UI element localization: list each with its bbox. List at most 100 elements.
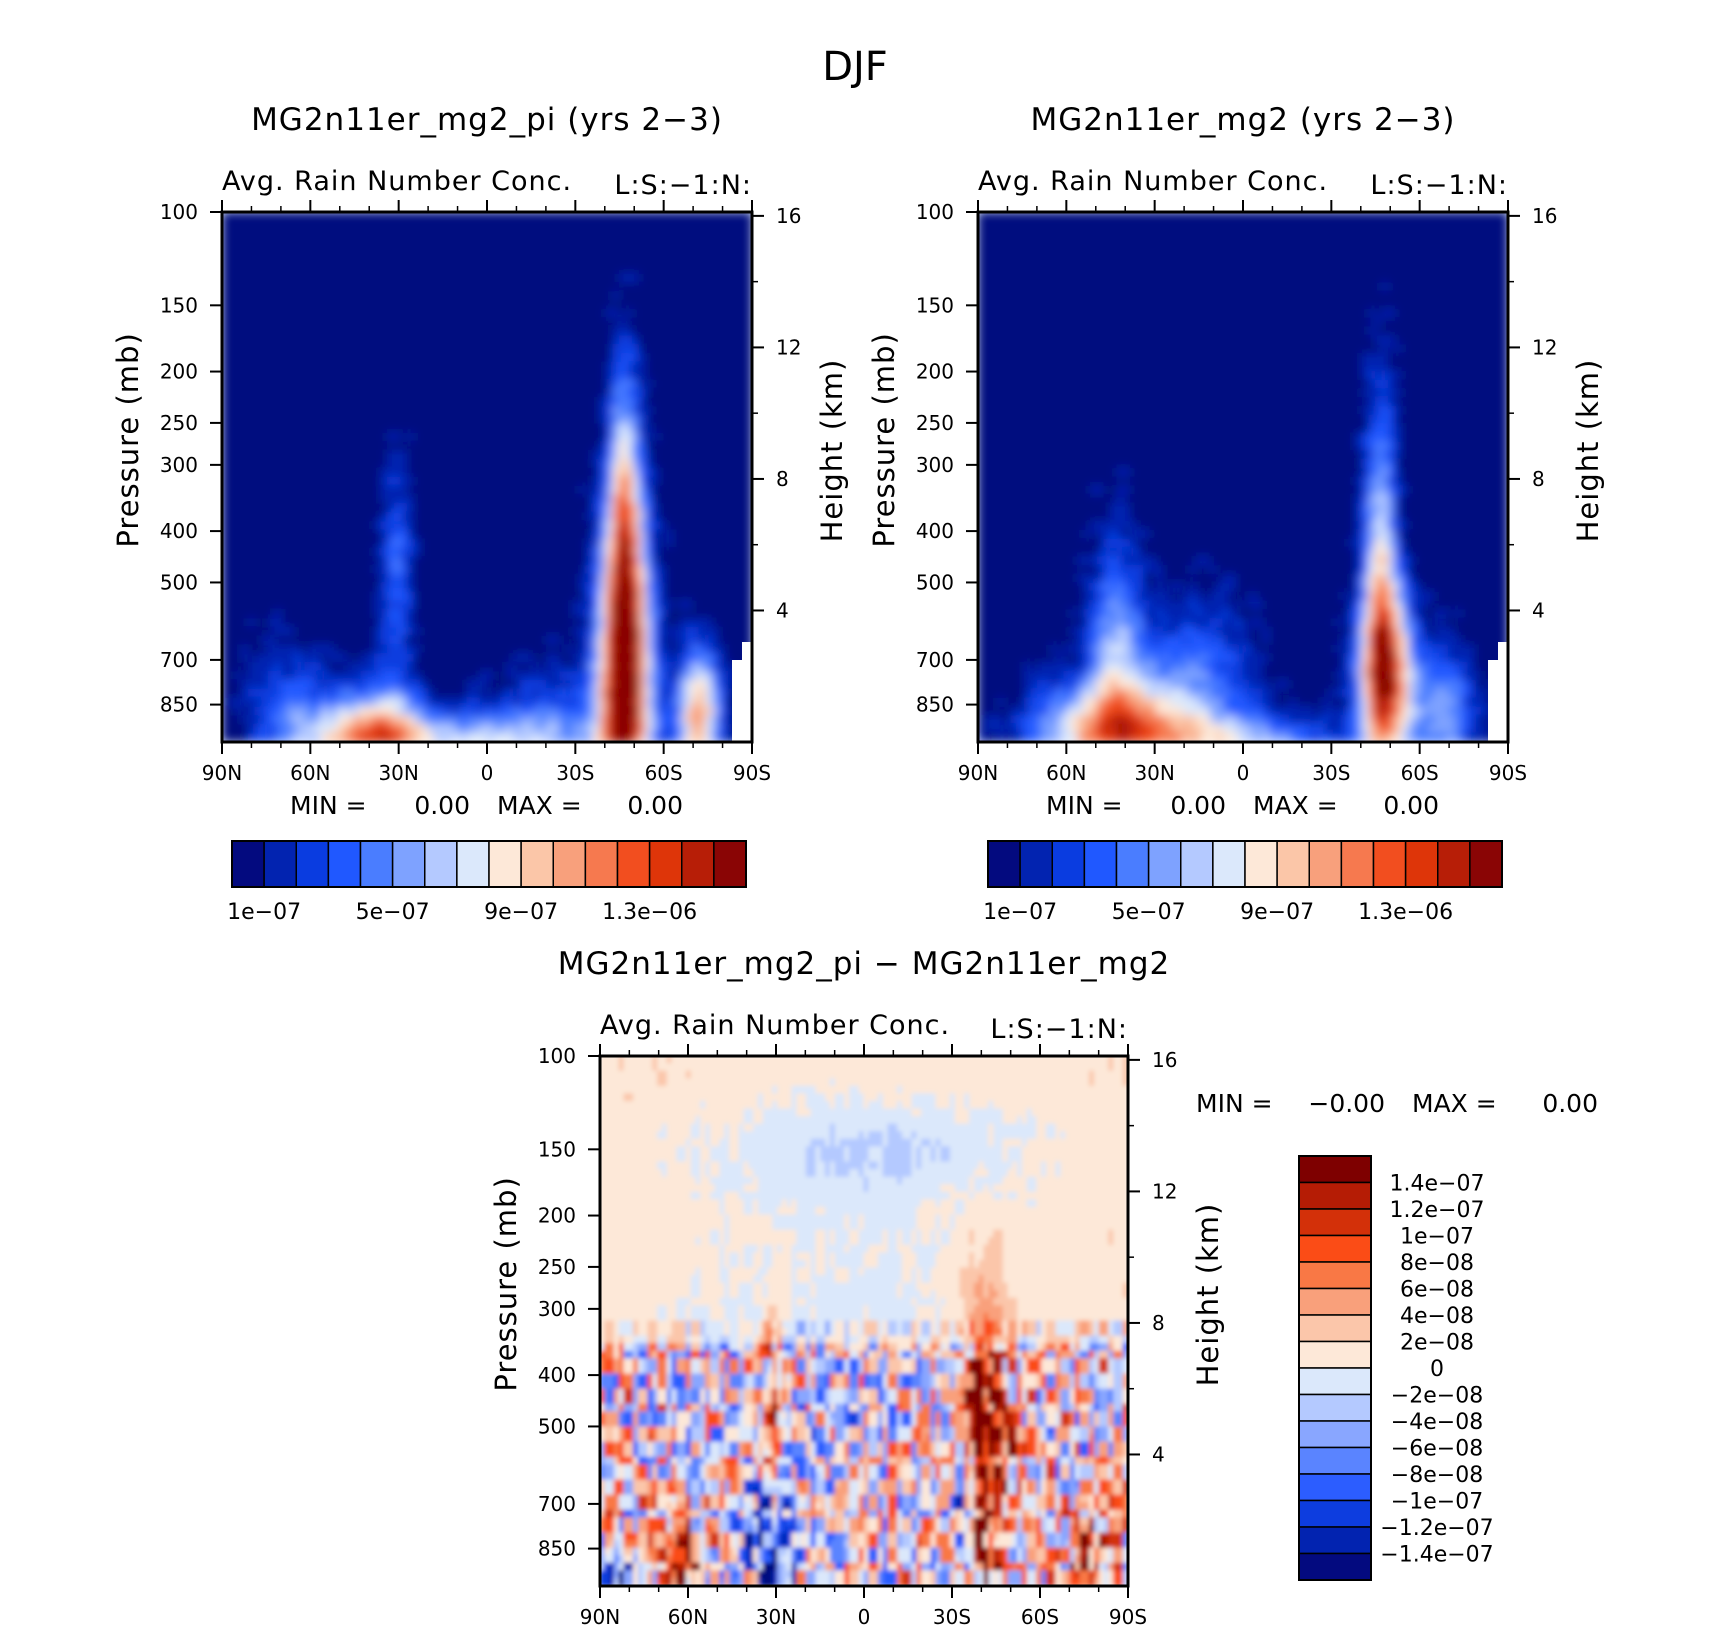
heatmap-cell <box>513 626 521 637</box>
heatmap-cell <box>605 476 614 487</box>
heatmap-cell <box>334 229 342 239</box>
heatmap-cell <box>984 352 992 363</box>
heatmap-cell <box>572 308 581 319</box>
heatmap-cell <box>440 520 448 531</box>
heatmap-cell <box>453 511 461 522</box>
heatmap-cell <box>645 485 654 496</box>
heatmap-cell <box>314 238 322 248</box>
heatmap-cell <box>619 458 627 469</box>
heatmap-cell <box>234 617 243 628</box>
heatmap-cell <box>274 556 283 566</box>
heatmap-cell <box>559 635 567 646</box>
heatmap-cell <box>738 503 746 513</box>
heatmap-cell <box>731 591 740 602</box>
heatmap-cell <box>493 379 501 390</box>
heatmap-cell <box>978 529 986 540</box>
heatmap-cell <box>685 335 693 345</box>
missing-data-region <box>732 642 752 742</box>
heatmap-cell <box>360 653 369 663</box>
heatmap-cell <box>685 732 693 742</box>
heatmap-cell <box>978 423 986 434</box>
heatmap-cell <box>314 547 322 557</box>
heatmap-cell <box>625 688 634 699</box>
heatmap-cell <box>513 679 521 690</box>
heatmap-cell <box>347 450 355 460</box>
heatmap-cell <box>678 414 687 425</box>
heatmap-cell <box>532 626 541 637</box>
heatmap-cell <box>248 238 256 248</box>
heatmap-cell <box>222 626 230 637</box>
heatmap-cell <box>572 688 581 699</box>
heatmap-cell <box>572 264 581 275</box>
heatmap-cell <box>572 670 581 681</box>
heatmap-cell <box>585 344 594 354</box>
heatmap-cell <box>453 582 461 593</box>
heatmap-cell <box>440 573 448 584</box>
heatmap-cell <box>466 688 475 699</box>
heatmap-cell <box>466 255 475 266</box>
heatmap-cell <box>407 564 415 575</box>
heatmap-cell <box>222 352 230 363</box>
heatmap-cell <box>327 723 336 734</box>
heatmap-cell <box>731 653 740 663</box>
heatmap-cell <box>228 653 236 663</box>
heatmap-cell <box>334 299 342 310</box>
heatmap-cell <box>479 644 488 655</box>
heatmap-cell <box>367 238 375 248</box>
heatmap-cell <box>473 697 481 708</box>
heatmap-cell <box>506 423 514 434</box>
heatmap-cell <box>347 282 355 292</box>
heatmap-cell <box>486 282 495 292</box>
heatmap-cell <box>698 617 707 628</box>
heatmap-cell <box>307 238 316 248</box>
heatmap-cell <box>254 511 263 522</box>
heatmap-cell <box>665 485 673 496</box>
heatmap-cell <box>347 644 355 655</box>
heatmap-cell <box>599 670 607 681</box>
heatmap-cell <box>526 458 534 469</box>
heatmap-cell <box>294 220 302 231</box>
heatmap-cell <box>691 379 700 390</box>
heatmap-cell <box>665 511 673 522</box>
heatmap-cell <box>566 212 574 222</box>
heatmap-cell <box>572 220 581 231</box>
heatmap-cell <box>513 379 521 390</box>
heatmap-cell <box>585 626 594 637</box>
heatmap-cell <box>367 299 375 310</box>
heatmap-cell <box>400 282 408 292</box>
heatmap-cell <box>652 388 660 398</box>
heatmap-cell <box>552 573 561 584</box>
heatmap-cell <box>645 644 654 655</box>
heatmap-cell <box>572 405 581 416</box>
heatmap-cell <box>234 335 243 345</box>
heatmap-cell <box>678 697 687 708</box>
heatmap-cell <box>572 361 581 372</box>
heatmap-cell <box>420 335 428 345</box>
heatmap-cell <box>519 344 528 354</box>
heatmap-cell <box>978 653 986 663</box>
heatmap-cell <box>552 282 561 292</box>
heatmap-cell <box>493 388 501 398</box>
heatmap-cell <box>373 397 382 407</box>
heatmap-cell <box>241 344 249 354</box>
heatmap-cell <box>222 732 230 742</box>
heatmap-cell <box>301 299 309 310</box>
heatmap-cell <box>360 388 369 398</box>
heatmap-cell <box>426 600 435 610</box>
heatmap-cell <box>592 397 601 407</box>
heatmap-cell <box>234 450 243 460</box>
heatmap-cell <box>612 529 620 540</box>
heatmap-cell <box>552 547 561 557</box>
heatmap-cell <box>738 564 746 575</box>
heatmap-cell <box>440 538 448 549</box>
heatmap-cell <box>327 732 336 742</box>
heatmap-cell <box>334 282 342 292</box>
heatmap-cell <box>718 432 726 443</box>
heatmap-cell <box>446 617 455 628</box>
heatmap-cell <box>400 379 408 390</box>
heatmap-cell <box>678 476 687 487</box>
heatmap-cell <box>978 591 986 602</box>
heatmap-cell <box>473 229 481 239</box>
heatmap-cell <box>678 644 687 655</box>
heatmap-cell <box>731 511 740 522</box>
